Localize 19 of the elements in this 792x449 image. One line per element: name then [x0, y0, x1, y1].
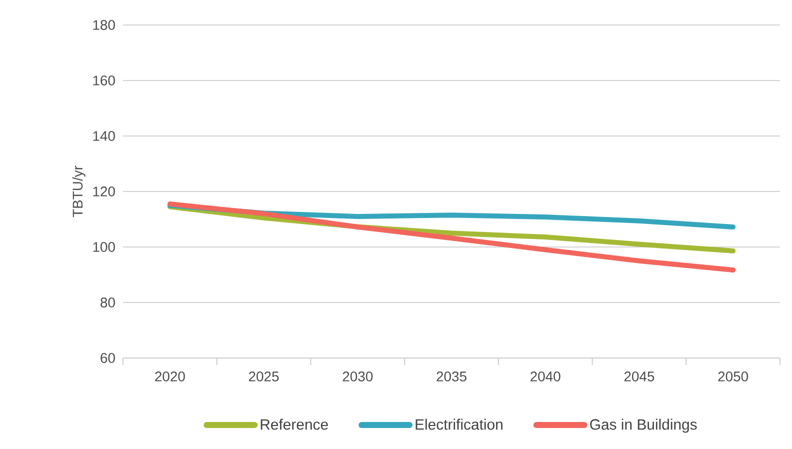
legend-label: Reference: [260, 418, 328, 430]
x-tick-label: 2050: [718, 372, 748, 382]
x-tick-label: 2045: [624, 372, 654, 382]
y-tick-label: 120: [93, 186, 115, 196]
y-tick-label: 80: [100, 298, 115, 308]
y-tick-label: 100: [93, 242, 115, 252]
legend-label: Gas in Buildings: [590, 418, 697, 433]
y-tick-label: 60: [100, 353, 115, 363]
x-tick-label: 2030: [342, 372, 373, 382]
x-tick-label: 2035: [436, 372, 466, 382]
y-tick-label: 180: [93, 20, 115, 30]
x-tick-label: 2025: [248, 372, 279, 382]
y-axis-title: TBTU/yr: [72, 166, 86, 218]
x-tick-label: 2020: [155, 372, 185, 382]
line-series: [167, 201, 736, 273]
x-tick-label: 2040: [530, 372, 560, 382]
legend-label: Electrification: [416, 418, 502, 430]
y-tick-label: 160: [93, 76, 115, 86]
y-tick-label: 140: [93, 131, 115, 141]
